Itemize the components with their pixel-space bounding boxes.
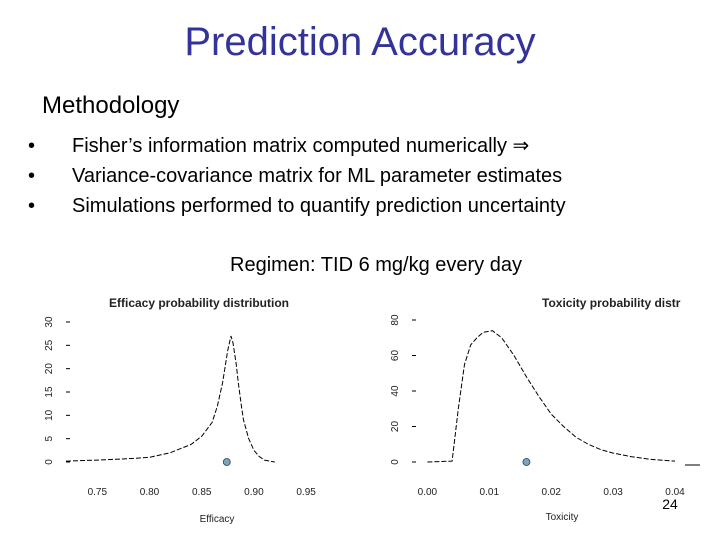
y-tick-label: 15	[44, 386, 55, 398]
y-tick-label: 30	[44, 316, 55, 328]
y-tick-label: 40	[390, 385, 401, 397]
bullet-text: Fisher’s information matrix computed num…	[72, 135, 530, 157]
section-heading: Methodology	[42, 92, 180, 119]
x-tick-label: 0.02	[541, 487, 561, 498]
page-number: 24	[662, 496, 678, 512]
efficacy-y-axis: 0 5 10 15 20 25 30	[44, 316, 70, 465]
bullet-marker: •	[28, 195, 36, 217]
x-tick-label: 0.04	[665, 487, 685, 498]
y-tick-label: 20	[390, 421, 401, 433]
regimen-caption: Regimen: TID 6 mg/kg every day	[230, 254, 522, 276]
efficacy-density-curve	[65, 335, 275, 463]
efficacy-estimate-marker	[222, 458, 231, 466]
y-tick-label: 80	[390, 314, 401, 326]
x-tick-label: 0.90	[244, 487, 264, 498]
y-tick-label: 10	[44, 409, 55, 421]
efficacy-plot-title: Efficacy probability distribution	[109, 296, 289, 310]
efficacy-distribution-plot: Efficacy probability distribution 0 5 10 15…	[44, 296, 317, 525]
toxicity-plot-title: Toxicity probability distr	[542, 296, 681, 310]
x-tick-label: 0.85	[192, 487, 212, 498]
bullet-item: • Variance-covariance matrix for ML para…	[28, 161, 566, 191]
slide-title: Prediction Accuracy	[184, 20, 536, 64]
toxicity-x-label: Toxicity	[546, 512, 579, 523]
toxicity-density-curve	[427, 330, 676, 463]
y-tick-label: 5	[44, 435, 55, 441]
x-tick-label: 0.03	[603, 487, 623, 498]
y-tick-label: 60	[390, 350, 401, 362]
bullet-marker: •	[28, 165, 36, 187]
bullet-list: • Fisher’s information matrix computed n…	[28, 131, 566, 221]
bullet-item: • Simulations performed to quantify pred…	[28, 191, 566, 221]
bullet-item: • Fisher’s information matrix computed n…	[28, 131, 566, 161]
y-tick-label: 0	[44, 459, 55, 465]
x-tick-label: 0.01	[480, 487, 500, 498]
bullet-text: Variance-covariance matrix for ML parame…	[72, 165, 563, 187]
toxicity-distribution-plot: Toxicity probability distr 0 20 40 60 80 0.0…	[390, 296, 700, 523]
bullet-text: Simulations performed to quantify predic…	[72, 195, 566, 217]
x-tick-label: 0.75	[88, 487, 108, 498]
efficacy-x-label: Efficacy	[200, 514, 235, 525]
toxicity-x-axis: 0.00 0.01 0.02 0.03 0.04	[418, 487, 686, 498]
x-tick-label: 0.95	[296, 487, 316, 498]
y-tick-label: 25	[44, 339, 55, 351]
toxicity-y-axis: 0 20 40 60 80	[390, 314, 416, 465]
efficacy-x-axis: 0.75 0.80 0.85 0.90 0.95	[88, 487, 317, 498]
x-tick-label: 0.80	[140, 487, 160, 498]
y-tick-label: 20	[44, 363, 55, 375]
toxicity-estimate-marker	[522, 458, 531, 466]
x-tick-label: 0.00	[418, 487, 438, 498]
bullet-marker: •	[28, 135, 36, 157]
y-tick-label: 0	[390, 459, 401, 465]
